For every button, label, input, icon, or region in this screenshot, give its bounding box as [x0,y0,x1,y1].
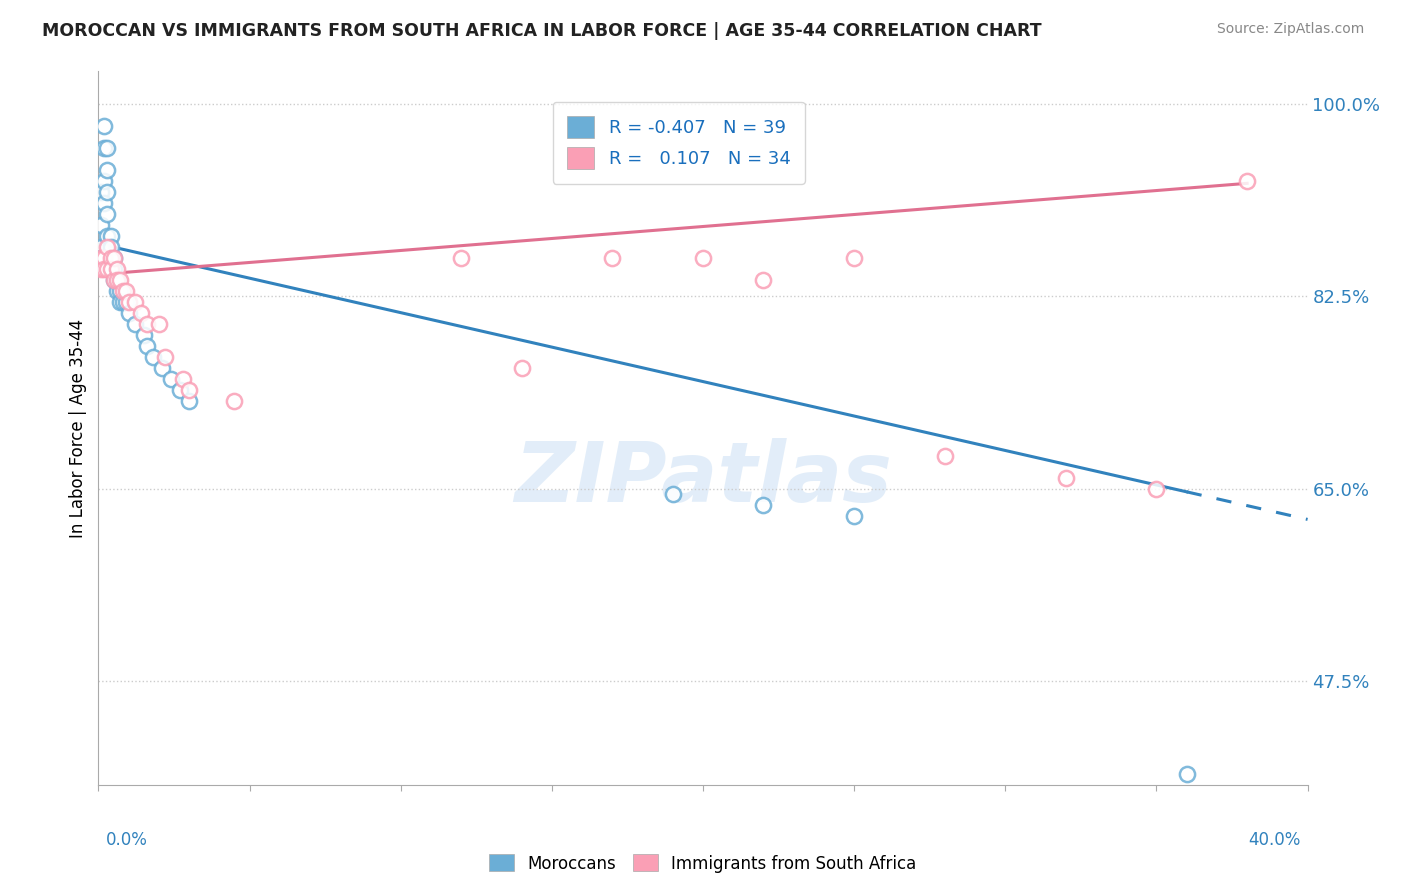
Legend: Moroccans, Immigrants from South Africa: Moroccans, Immigrants from South Africa [482,847,924,880]
Point [105,262,128,277]
Text: ZIPatlas: ZIPatlas [515,438,891,518]
Point [96,185,118,199]
Point [90,240,112,254]
Point [179,393,201,408]
Point [100,251,122,265]
Point [100,251,122,265]
Point [1144,482,1167,496]
Point [93,120,115,134]
Point [153,350,176,364]
Point [100,262,122,277]
Point [103,262,125,277]
Point [118,294,141,309]
Point [103,273,125,287]
Point [118,306,141,320]
Point [752,498,775,512]
Point [692,251,714,265]
Point [90,251,112,265]
Point [96,163,118,178]
Point [1175,767,1198,781]
Y-axis label: In Labor Force | Age 35-44: In Labor Force | Age 35-44 [69,318,87,538]
Point [103,273,125,287]
Point [124,294,146,309]
Point [96,262,118,277]
Point [135,317,157,331]
Point [108,284,131,298]
Point [111,284,134,298]
Point [450,251,472,265]
Point [93,174,115,188]
Point [160,372,183,386]
Point [934,449,956,463]
Text: MOROCCAN VS IMMIGRANTS FROM SOUTH AFRICA IN LABOR FORCE | AGE 35-44 CORRELATION : MOROCCAN VS IMMIGRANTS FROM SOUTH AFRICA… [42,22,1042,40]
Point [100,262,122,277]
Point [105,273,128,287]
Point [752,273,775,287]
Point [179,383,201,397]
Point [114,284,136,298]
Point [90,251,112,265]
Point [93,141,115,155]
Point [105,273,128,287]
Point [93,262,115,277]
Point [103,251,125,265]
Point [224,393,246,408]
Point [1054,470,1077,484]
Point [90,262,112,277]
Text: 40.0%: 40.0% [1249,831,1301,849]
Point [93,251,115,265]
Point [142,350,165,364]
Point [114,294,136,309]
Point [100,229,122,244]
Point [172,372,194,386]
Point [105,284,128,298]
Point [602,251,624,265]
Point [108,294,131,309]
Point [111,294,134,309]
Point [132,327,155,342]
Legend: R = -0.407   N = 39, R =   0.107   N = 34: R = -0.407 N = 39, R = 0.107 N = 34 [553,102,806,184]
Text: 0.0%: 0.0% [105,831,148,849]
Point [96,240,118,254]
Point [93,196,115,211]
Point [148,317,170,331]
Point [96,141,118,155]
Point [90,185,112,199]
Point [135,339,157,353]
Point [1236,174,1258,188]
Point [90,218,112,232]
Point [96,229,118,244]
Point [661,487,683,501]
Point [844,251,866,265]
Point [150,360,173,375]
Point [108,273,131,287]
Point [510,360,533,375]
Point [103,251,125,265]
Point [124,317,146,331]
Text: Source: ZipAtlas.com: Source: ZipAtlas.com [1216,22,1364,37]
Point [844,508,866,523]
Point [129,306,152,320]
Point [169,383,191,397]
Point [96,207,118,221]
Point [100,240,122,254]
